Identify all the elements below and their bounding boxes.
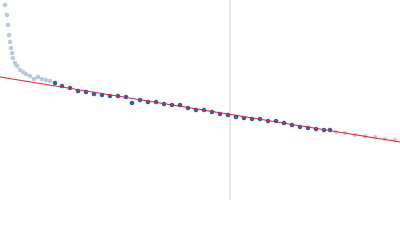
data-point <box>23 71 29 77</box>
data-point <box>27 73 33 79</box>
data-point <box>10 55 16 61</box>
data-point <box>2 2 8 8</box>
chart <box>0 0 400 200</box>
data-point <box>35 74 41 80</box>
data-point <box>9 50 15 56</box>
data-point <box>4 12 10 18</box>
data-point <box>39 76 45 82</box>
data-point <box>31 76 37 82</box>
data-point <box>129 100 135 106</box>
data-point <box>43 77 49 83</box>
fit-line <box>0 76 400 143</box>
data-point <box>14 63 20 69</box>
data-point <box>6 32 12 38</box>
data-point <box>8 45 14 51</box>
data-point <box>5 22 11 28</box>
data-point <box>52 80 58 86</box>
data-point <box>7 39 13 45</box>
data-point <box>47 78 53 84</box>
